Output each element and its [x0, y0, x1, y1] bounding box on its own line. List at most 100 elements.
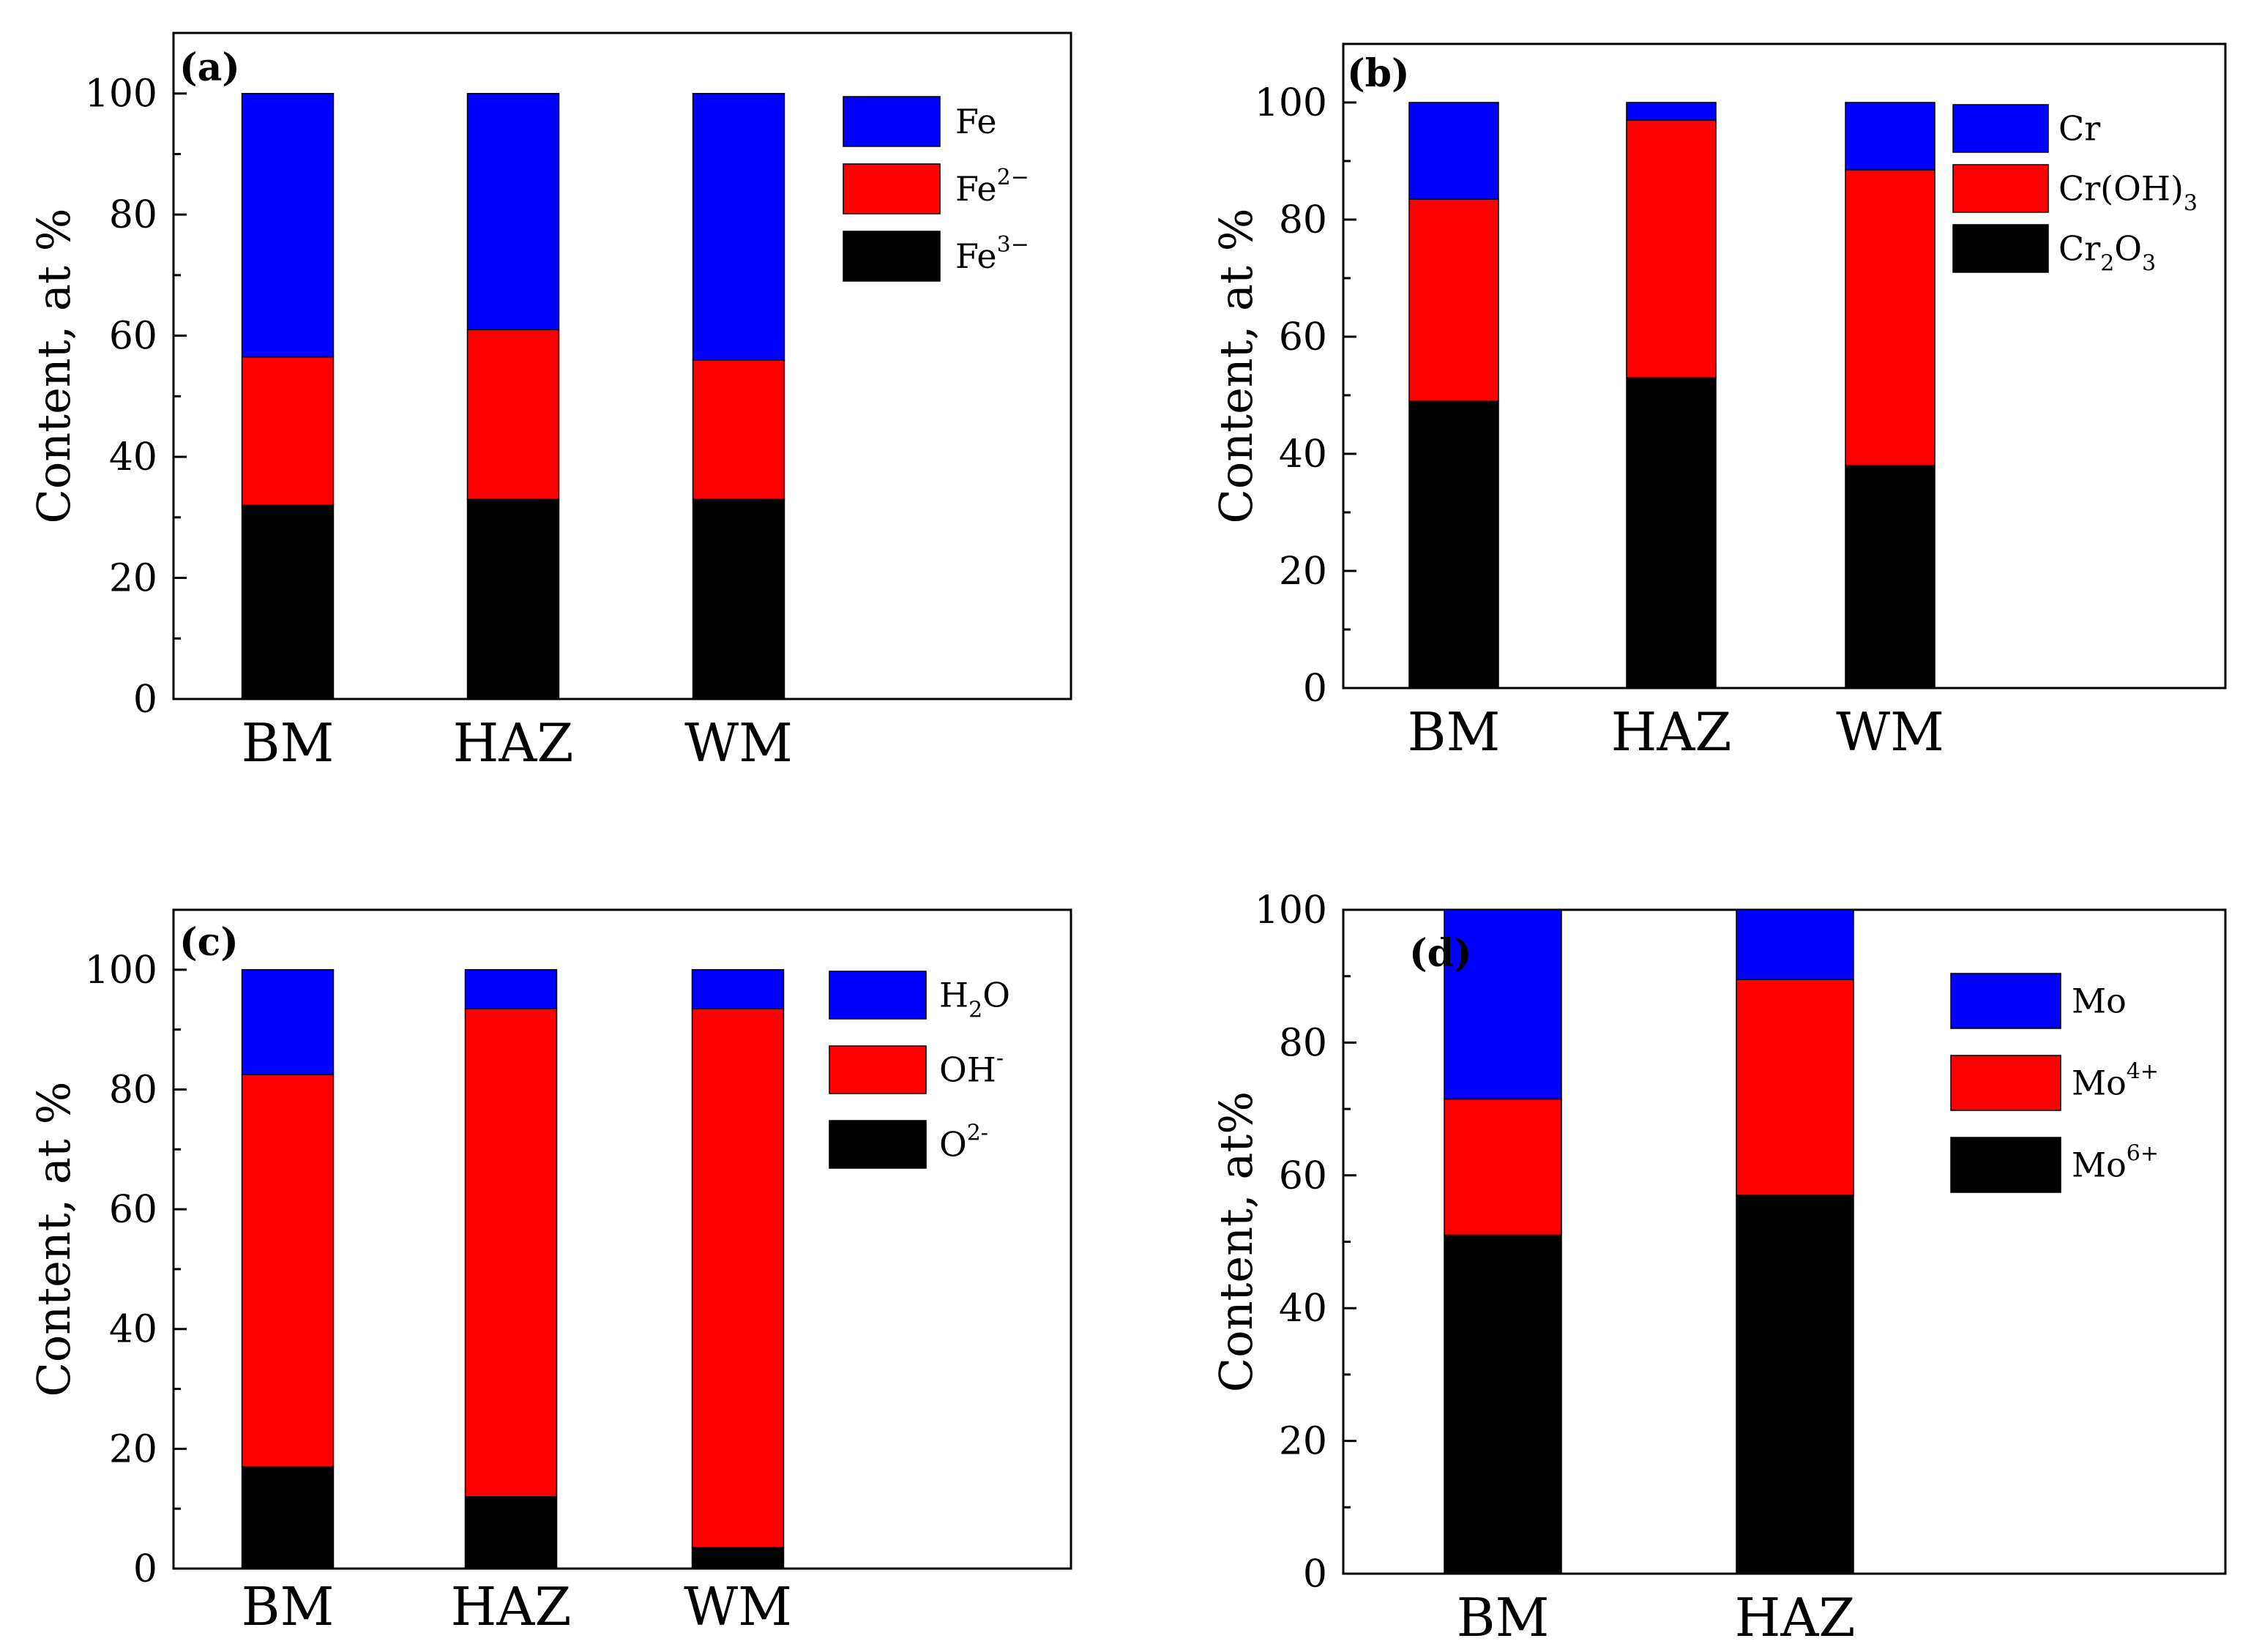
bar-segment: [691, 969, 785, 1009]
bar-segment: [464, 1008, 558, 1498]
bar-segment: [1736, 979, 1854, 1196]
bar-segment: [692, 359, 785, 500]
x-category-label: HAZ: [453, 712, 574, 774]
bar-segment: [1845, 102, 1935, 171]
bar-segment: [1626, 102, 1717, 121]
bar-segment: [1444, 909, 1562, 1100]
legend-swatch: [843, 163, 941, 214]
chart-panel: 0 20 40 60 80 100 BM HAZ Content, at% (d) Mo Mo4+ Mo…: [1209, 889, 2227, 1648]
chart-panel: 0 20 40 60 80 100 BM HAZ WM Content, at % (a) Fe Fe2…: [27, 31, 1072, 774]
plot-frame: [1342, 42, 2227, 689]
y-tick-label: 100: [85, 949, 157, 993]
legend-label: Cr2O3: [2058, 229, 2156, 277]
x-category-label: WM: [684, 712, 793, 774]
legend-swatch: [829, 1045, 927, 1094]
y-tick-label: 0: [1303, 1552, 1327, 1596]
bar-segment: [464, 969, 558, 1009]
x-category-label: BM: [1457, 1587, 1550, 1648]
bar-segment: [691, 1008, 785, 1549]
legend-label: OH-: [939, 1046, 1004, 1090]
bar-segment: [1845, 465, 1935, 689]
bar-segment: [1845, 169, 1935, 466]
bar-segment: [1626, 119, 1717, 378]
y-tick-label: 40: [1279, 433, 1327, 476]
legend-swatch: [829, 1120, 927, 1169]
y-tick-label: 60: [1279, 315, 1327, 359]
bar-segment: [241, 356, 335, 507]
x-category-label: WM: [684, 1576, 792, 1637]
bar-segment: [1626, 377, 1717, 689]
x-category-label: HAZ: [451, 1576, 572, 1637]
y-tick-label: 40: [1279, 1287, 1327, 1331]
legend-label: Fe2−: [955, 165, 1029, 209]
y-tick-label: 0: [133, 1547, 157, 1591]
y-tick-label: 20: [109, 1427, 157, 1471]
bar-segment: [1408, 400, 1499, 689]
legend-swatch: [1950, 1055, 2061, 1111]
y-tick-label: 40: [109, 1308, 157, 1352]
bar-segment: [466, 92, 560, 331]
legend-swatch: [843, 231, 941, 282]
plot-frame: [172, 31, 1072, 700]
legend-swatch: [843, 96, 941, 147]
y-tick-label: 80: [1279, 1021, 1327, 1065]
legend-label: Cr: [2058, 109, 2100, 149]
panel-label: (a): [179, 45, 240, 90]
plot-frame: [172, 908, 1072, 1570]
y-tick-label: 80: [109, 1068, 157, 1112]
bar-segment: [1736, 909, 1854, 980]
panel-label: (d): [1409, 931, 1472, 976]
legend-label: H2O: [939, 976, 1010, 1023]
y-tick-label: 80: [109, 193, 157, 237]
bar-segment: [1408, 198, 1499, 402]
y-tick-label: 80: [1279, 198, 1327, 242]
chart-panel: 0 20 40 60 80 100 BM HAZ WM Content, at % (c) H2O OH…: [27, 908, 1072, 1637]
bar-segment: [241, 92, 335, 358]
bar-segment: [691, 1547, 785, 1569]
bar-segment: [1444, 1098, 1562, 1236]
y-tick-label: 0: [1303, 667, 1327, 711]
bar-segment: [241, 1074, 335, 1468]
y-tick-label: 60: [109, 1188, 157, 1232]
y-tick-label: 20: [109, 557, 157, 601]
y-tick-label: 0: [133, 678, 157, 722]
x-category-label: HAZ: [1611, 701, 1732, 763]
panel-label: (c): [179, 920, 239, 965]
legend-label: O2-: [939, 1121, 988, 1165]
bar-segment: [241, 969, 335, 1075]
y-axis-label: Content, at%: [1209, 1091, 1263, 1392]
y-tick-label: 60: [109, 315, 157, 359]
y-tick-label: 100: [1255, 81, 1327, 125]
y-axis-label: Content, at %: [27, 208, 81, 523]
legend-label: Mo: [2072, 982, 2127, 1021]
legend-swatch: [829, 971, 927, 1020]
legend-label: Fe3−: [955, 232, 1029, 276]
bar-segment: [466, 329, 560, 500]
bar-segment: [1736, 1195, 1854, 1574]
y-tick-label: 20: [1279, 1420, 1327, 1464]
legend-swatch: [1952, 104, 2049, 153]
legend-label: Cr(OH)3: [2058, 169, 2198, 217]
y-axis-label: Content, at %: [1209, 208, 1263, 523]
panel-label: (b): [1347, 51, 1410, 96]
bar-segment: [241, 504, 335, 700]
y-tick-label: 40: [109, 436, 157, 479]
x-category-label: WM: [1836, 701, 1944, 763]
bar-segment: [241, 1466, 335, 1569]
y-tick-label: 100: [85, 72, 157, 116]
legend-label: Fe: [955, 102, 997, 141]
bar-segment: [466, 498, 560, 700]
x-category-label: BM: [242, 712, 335, 774]
bar-segment: [464, 1496, 558, 1569]
legend-swatch: [1952, 224, 2049, 273]
bar-segment: [1408, 102, 1499, 200]
y-tick-label: 60: [1279, 1154, 1327, 1198]
legend-label: Mo4+: [2072, 1059, 2159, 1103]
chart-panel: 0 20 40 60 80 100 BM HAZ WM Content, at % (b) Cr Cr(…: [1209, 42, 2227, 763]
bar-segment: [692, 92, 785, 361]
x-category-label: BM: [1408, 701, 1501, 763]
legend-swatch: [1952, 164, 2049, 213]
legend-swatch: [1950, 1137, 2061, 1193]
bar-segment: [1444, 1234, 1562, 1574]
